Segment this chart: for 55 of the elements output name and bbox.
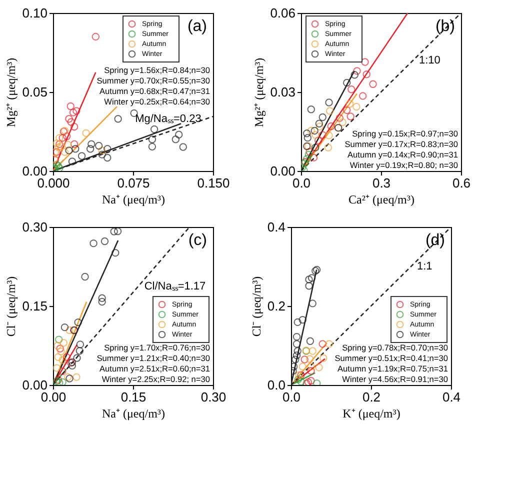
x-tick-label: 0.000	[37, 176, 70, 190]
annotation: 1:1	[417, 260, 432, 272]
annotation: Summer y=0.17x;R=0.83;n=30	[344, 139, 458, 149]
x-tick-label: 0.0	[292, 176, 311, 190]
y-tick-label: 0.2	[267, 298, 286, 314]
annotation: (b)	[435, 18, 455, 35]
x-tick-label: 0.150	[197, 176, 230, 190]
annotation: Cl/Naₛₛ=1.17	[144, 280, 206, 292]
annotation: 1:10	[419, 54, 440, 66]
y-tick-label: 0.30	[22, 220, 48, 234]
y-tick-label: 0.00	[22, 164, 48, 178]
annotation: Autumn y=0.14x;R=0.90;n=31	[348, 150, 458, 160]
annotation: Autumn y=2.51x;R=0.60;n=31	[100, 364, 210, 374]
y-axis-title: Mg²⁺ (μeq/m³)	[4, 58, 18, 128]
x-tick-label: 0.15	[120, 390, 146, 404]
y-axis-title: Mg²⁺ (μeq/m³)	[252, 58, 266, 128]
annotation: Spring y=1.70x;R=0.76;n=30	[104, 342, 210, 352]
x-tick-label: 0.3	[372, 176, 391, 190]
annotation: Winter y=0.19x;R=0.80; n=30	[350, 160, 458, 170]
x-tick-label: 0.6	[452, 176, 471, 190]
annotation: Winter y=2.25x;R=0.92; n=30	[102, 374, 210, 384]
y-tick-label: 0.00	[270, 164, 296, 178]
x-tick-label: 0.4	[442, 390, 461, 404]
annotation: Spring y=1.56x;R=0.84;n=30	[104, 65, 210, 75]
annotation: Winter y=0.25x;R=0.64;n=30	[104, 96, 210, 106]
annotation: Mg/Naₛₛ=0.23	[135, 112, 202, 125]
annotation: Summer y=0.70x;R=0.55;n=30	[96, 76, 210, 86]
y-tick-label: 0.05	[22, 84, 48, 100]
y-axis-title: Cl⁻ (μeq/m³)	[4, 276, 18, 337]
y-axis-title: Cl⁻ (μeq/m³)	[249, 276, 264, 337]
annotation: Autumn y=1.19x;R=0.75;n=31	[338, 364, 448, 374]
y-tick-label: 0.03	[270, 84, 296, 100]
x-tick-label: 0.00	[40, 390, 66, 404]
annotation: (c)	[188, 232, 207, 249]
x-axis-title: Na⁺ (μeq/m³)	[102, 192, 166, 206]
y-tick-label: 0.4	[267, 220, 286, 234]
x-tick-label: 0.2	[362, 390, 381, 404]
y-tick-label: 0.0	[267, 378, 286, 392]
annotation: Autumn y=0.68x;R=0.47;n=31	[100, 86, 210, 96]
x-axis-title: Ca²⁺ (μeq/m³)	[348, 192, 414, 206]
annotation: (d)	[425, 232, 445, 249]
annotation: Winter y=4.56x;R=0.91;n=30	[342, 374, 448, 384]
annotation: Spring y=0.15x;R=0.97;n=30	[352, 128, 458, 138]
y-tick-label: 0.06	[270, 6, 296, 20]
annotation: Summer y=1.21x;R=0.40;n=30	[96, 353, 210, 363]
y-tick-label: 0.10	[22, 6, 48, 20]
y-tick-label: 0.15	[22, 298, 48, 314]
annotation: (a)	[187, 18, 207, 35]
x-tick-label: 0.30	[200, 390, 226, 404]
x-axis-title: K⁺ (μeq/m³)	[342, 406, 400, 420]
x-axis-title: Na⁺ (μeq/m³)	[102, 406, 166, 420]
y-tick-label: 0.00	[22, 378, 48, 392]
annotation: Summer y=0.51x;R=0.41;n=30	[334, 353, 448, 363]
annotation: Spring y=0.78x;R=0.70;n=30	[342, 342, 448, 352]
x-tick-label: 0.075	[117, 176, 150, 190]
